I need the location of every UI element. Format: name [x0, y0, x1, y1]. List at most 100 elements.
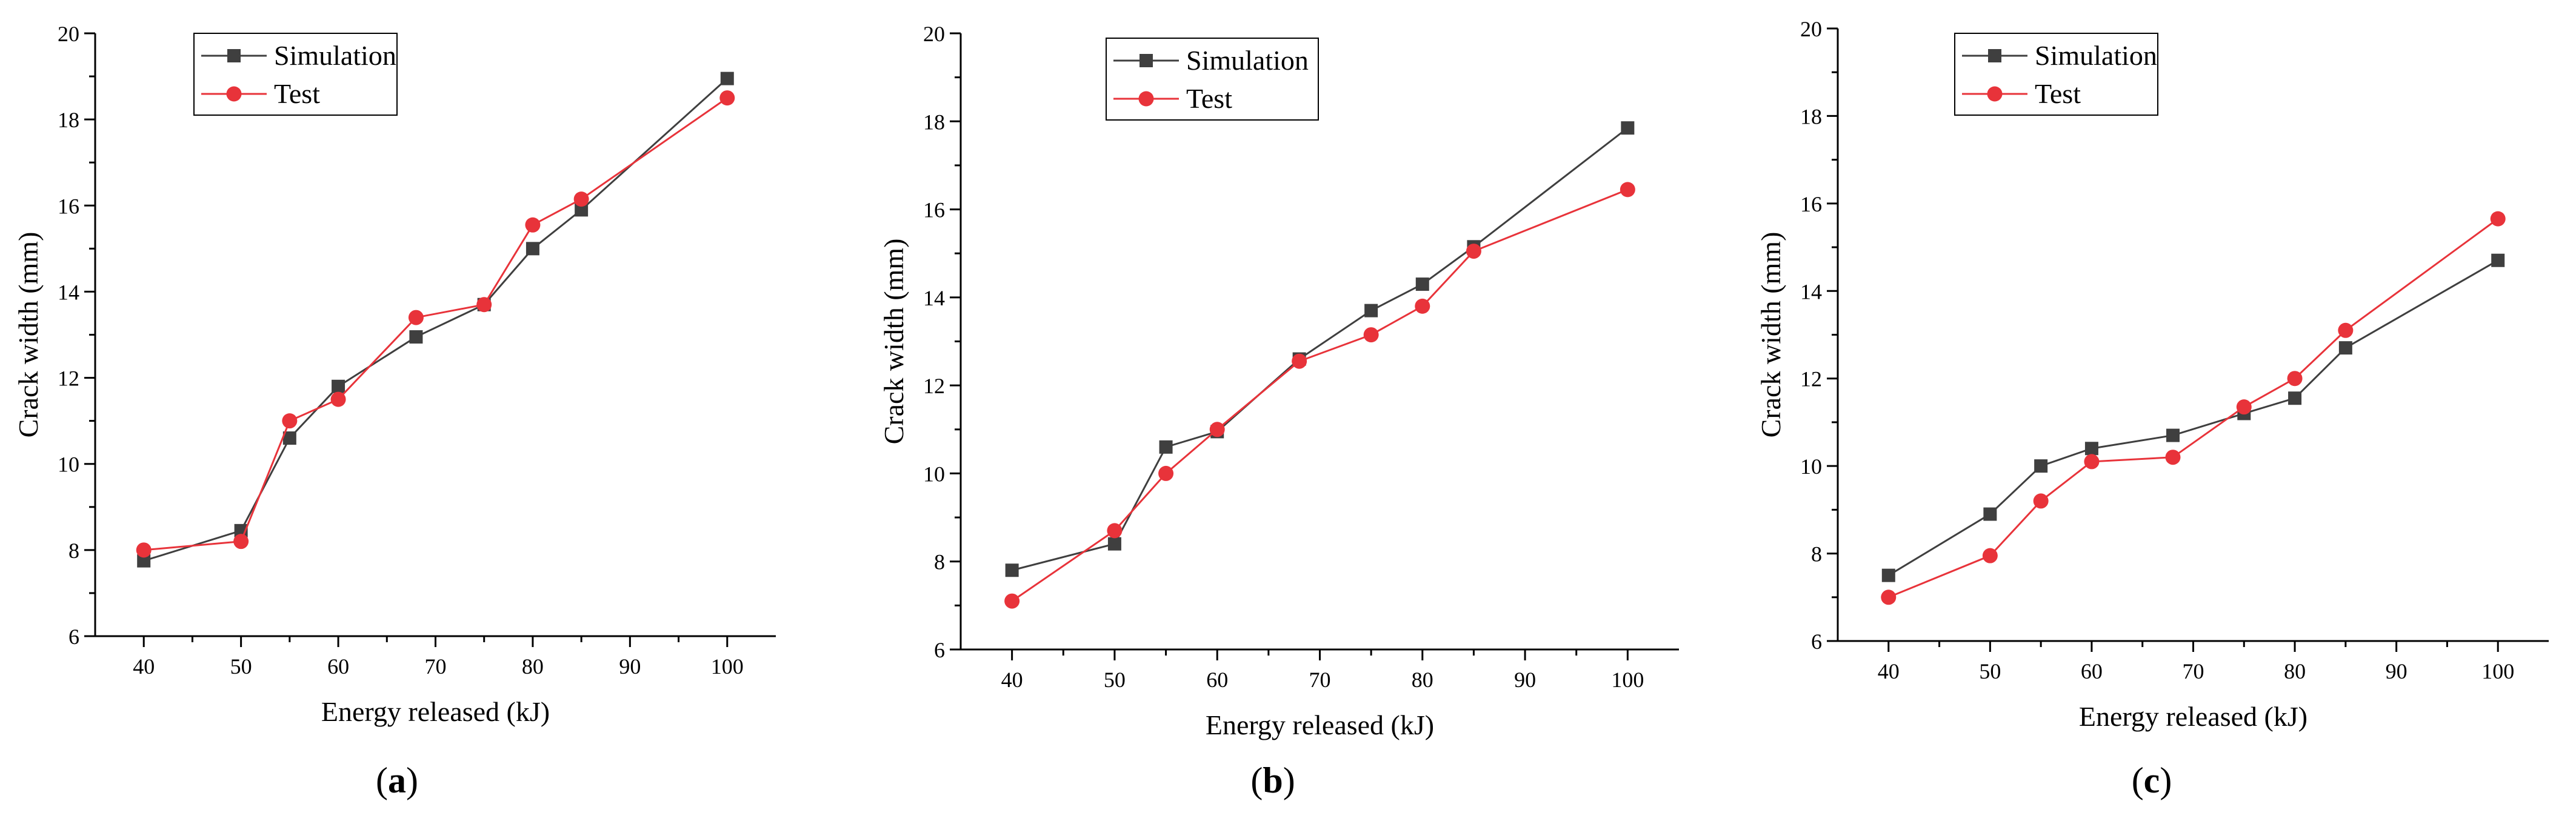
- data-point-simulation: [2034, 459, 2048, 473]
- data-point-simulation: [2491, 253, 2505, 267]
- chart-panel-c: 40 50 60 70 80 90 100 6 8 10 12 14 16 18 20 Energy rele…: [1755, 17, 2549, 800]
- x-tick-label: 70: [1309, 668, 1331, 692]
- series-line-simulation: [1888, 259, 2498, 576]
- x-tick-label: 80: [522, 654, 544, 679]
- y-tick-label: 18: [58, 108, 79, 132]
- chart-panel-a: 40 50 60 70 80 90 100 6 8 10 12 14 16 18 20 Energy rele…: [13, 22, 776, 800]
- data-point-simulation: [1983, 507, 1997, 521]
- data-point-test: [1292, 353, 1307, 369]
- x-tick-label: 100: [1611, 668, 1644, 692]
- y-tick-label: 20: [58, 22, 79, 46]
- legend-label-simulation: Simulation: [2035, 40, 2157, 71]
- y-tick-label: 18: [1800, 104, 1822, 128]
- data-point-test: [525, 217, 541, 233]
- x-tick-label: 90: [2386, 659, 2407, 683]
- x-tick-label: 70: [2183, 659, 2204, 683]
- series-line-test: [1011, 188, 1628, 602]
- panel-caption-letter: b: [1263, 760, 1283, 800]
- data-point-simulation: [1005, 563, 1019, 577]
- data-point-test: [1620, 182, 1635, 198]
- series-line-simulation: [1012, 127, 1629, 571]
- y-tick-label: 20: [923, 22, 945, 46]
- data-point-simulation: [1364, 304, 1378, 317]
- data-point-test: [408, 310, 424, 325]
- data-point-test: [1363, 327, 1379, 343]
- legend: Simulation Test: [1954, 33, 2158, 116]
- y-tick-label: 6: [934, 638, 945, 662]
- data-point-test: [282, 413, 298, 429]
- y-tick-label: 12: [1800, 367, 1822, 391]
- y-tick-label: 8: [934, 550, 945, 574]
- y-axis-label: Crack width (mm): [1755, 232, 1786, 438]
- data-point-simulation: [575, 203, 589, 217]
- x-tick-label: 90: [1514, 668, 1536, 692]
- x-tick-label: 60: [2081, 659, 2103, 683]
- x-tick-label: 40: [133, 654, 155, 679]
- y-tick-label: 10: [58, 453, 79, 477]
- x-tick-label: 60: [327, 654, 349, 679]
- panel-caption: (a): [376, 760, 418, 800]
- data-point-test: [2490, 211, 2506, 227]
- x-axis-label: Energy released (kJ): [1206, 709, 1434, 740]
- data-point-test: [2338, 322, 2354, 338]
- x-tick-label: 80: [2284, 659, 2306, 683]
- x-axis-label: Energy released (kJ): [2079, 701, 2307, 732]
- y-tick-label: 8: [68, 539, 79, 563]
- data-point-test: [1466, 244, 1481, 259]
- y-tick-label: 12: [58, 367, 79, 391]
- legend-marker-test: [1987, 86, 2003, 102]
- chart-panel-b: 40 50 60 70 80 90 100 6 8 10 12 14 16 18 20 Energy rele…: [878, 22, 1679, 800]
- data-point-test: [1881, 590, 1897, 605]
- y-tick-label: 10: [923, 462, 945, 486]
- data-point-simulation: [1621, 121, 1635, 135]
- legend-marker-test: [1138, 91, 1154, 107]
- x-tick-label: 80: [1412, 668, 1433, 692]
- data-point-simulation: [526, 242, 539, 256]
- data-point-test: [1209, 422, 1225, 437]
- y-tick-label: 12: [923, 374, 945, 398]
- legend: Simulation Test: [1106, 38, 1319, 121]
- series-line-simulation: [143, 78, 728, 562]
- x-axis-label: Energy released (kJ): [321, 696, 550, 727]
- data-point-test: [1004, 593, 1020, 609]
- x-tick-label: 50: [1104, 668, 1126, 692]
- panel-caption-letter: c: [2144, 760, 2160, 800]
- legend-box: [193, 33, 398, 116]
- x-tick-label: 70: [425, 654, 447, 679]
- legend-marker-simulation: [1988, 49, 2001, 62]
- y-tick-label: 8: [1811, 542, 1822, 566]
- data-point-simulation: [1159, 440, 1173, 454]
- x-tick-label: 50: [1979, 659, 2001, 683]
- data-point-test: [573, 191, 589, 207]
- data-point-test: [2084, 454, 2100, 470]
- data-point-simulation: [1881, 568, 1895, 582]
- x-tick-label: 40: [1001, 668, 1023, 692]
- y-tick-label: 16: [923, 198, 945, 222]
- data-point-simulation: [1107, 537, 1121, 551]
- data-point-test: [1158, 465, 1174, 481]
- legend-marker-simulation: [1140, 54, 1153, 67]
- x-tick-label: 50: [230, 654, 252, 679]
- legend-box: [1106, 38, 1319, 121]
- data-point-test: [1107, 523, 1123, 539]
- y-tick-label: 16: [58, 194, 79, 218]
- legend-label-test: Test: [1186, 83, 1232, 114]
- legend-box: [1954, 33, 2158, 116]
- data-point-test: [719, 90, 735, 106]
- y-tick-label: 6: [68, 625, 79, 649]
- y-tick-label: 14: [923, 286, 945, 310]
- legend-marker-test: [226, 86, 242, 102]
- data-point-simulation: [137, 554, 151, 568]
- data-point-simulation: [2084, 442, 2098, 456]
- y-tick-label: 20: [1800, 17, 1822, 41]
- data-point-test: [1415, 298, 1430, 314]
- data-point-simulation: [2166, 428, 2180, 442]
- panel-caption: (c): [2132, 760, 2172, 800]
- data-point-test: [2236, 399, 2252, 415]
- y-tick-label: 14: [1800, 279, 1822, 304]
- y-axis-label: Crack width (mm): [13, 232, 44, 438]
- series-line-test: [144, 97, 728, 551]
- data-point-simulation: [282, 431, 296, 445]
